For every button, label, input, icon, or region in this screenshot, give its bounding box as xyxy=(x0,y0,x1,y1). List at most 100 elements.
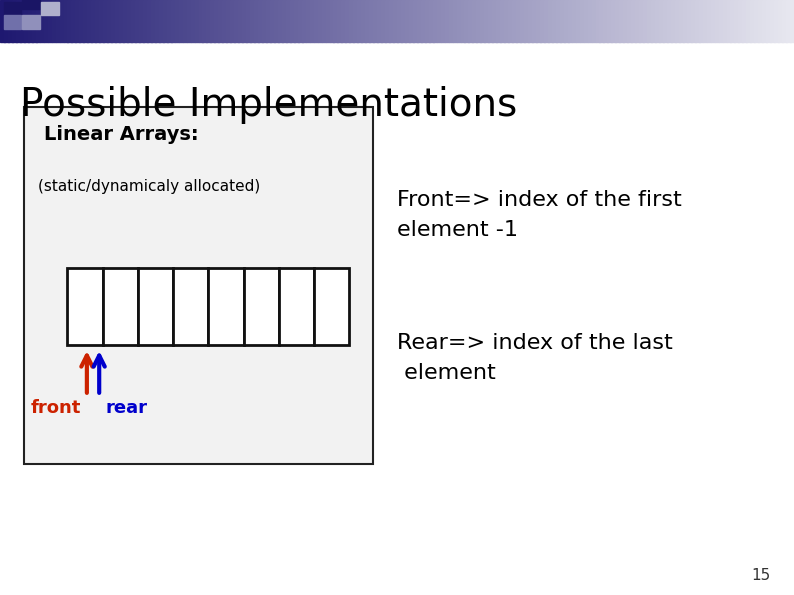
Bar xyxy=(314,268,349,345)
Bar xyxy=(357,0,362,42)
Bar xyxy=(750,0,755,42)
Bar xyxy=(782,0,787,42)
Bar xyxy=(691,0,696,42)
Bar xyxy=(472,0,477,42)
Bar xyxy=(663,0,668,42)
Bar xyxy=(244,268,279,345)
Bar xyxy=(405,0,410,42)
Bar xyxy=(345,0,350,42)
Text: Rear=> index of the last
 element: Rear=> index of the last element xyxy=(397,333,673,383)
Bar xyxy=(365,0,370,42)
Bar xyxy=(413,0,418,42)
Bar xyxy=(639,0,644,42)
Bar xyxy=(210,0,215,42)
Bar xyxy=(238,0,243,42)
Bar xyxy=(28,0,33,42)
Bar xyxy=(651,0,656,42)
Bar xyxy=(611,0,616,42)
Bar xyxy=(163,0,168,42)
Bar xyxy=(480,0,485,42)
Bar xyxy=(536,0,541,42)
Bar xyxy=(679,0,684,42)
Bar xyxy=(500,0,505,42)
Bar xyxy=(584,0,588,42)
Bar xyxy=(723,0,727,42)
Bar xyxy=(631,0,636,42)
Bar xyxy=(627,0,632,42)
Bar xyxy=(564,0,569,42)
Bar xyxy=(306,0,310,42)
Bar xyxy=(556,0,561,42)
Bar xyxy=(52,0,56,42)
Bar xyxy=(393,0,398,42)
Bar xyxy=(151,0,156,42)
Bar xyxy=(314,0,318,42)
Bar xyxy=(671,0,676,42)
Bar xyxy=(111,0,116,42)
Bar xyxy=(102,268,138,345)
Bar xyxy=(441,0,445,42)
Bar xyxy=(488,0,493,42)
Bar xyxy=(218,0,223,42)
Bar xyxy=(155,0,160,42)
Bar xyxy=(429,0,434,42)
Bar xyxy=(727,0,731,42)
Bar xyxy=(60,0,64,42)
Bar xyxy=(167,0,172,42)
Bar xyxy=(468,0,473,42)
Bar xyxy=(24,0,29,42)
Bar xyxy=(143,0,148,42)
Bar xyxy=(766,0,771,42)
Bar xyxy=(139,0,144,42)
Text: front: front xyxy=(30,399,80,416)
Bar xyxy=(425,0,430,42)
Bar xyxy=(79,0,84,42)
Bar xyxy=(71,0,76,42)
Bar xyxy=(0,0,5,42)
Bar xyxy=(770,0,775,42)
Bar xyxy=(226,0,231,42)
Bar xyxy=(667,0,672,42)
Bar xyxy=(4,15,21,29)
Bar xyxy=(528,0,533,42)
Bar xyxy=(208,268,244,345)
Bar xyxy=(87,0,92,42)
Bar xyxy=(278,0,283,42)
Bar xyxy=(715,0,719,42)
Bar xyxy=(687,0,692,42)
Bar xyxy=(266,0,271,42)
Bar xyxy=(437,0,441,42)
Bar xyxy=(786,0,791,42)
Bar xyxy=(279,268,314,345)
Bar xyxy=(16,0,21,42)
Bar xyxy=(635,0,640,42)
Bar xyxy=(262,0,267,42)
Bar xyxy=(349,0,354,42)
Bar xyxy=(44,0,48,42)
Bar xyxy=(270,0,275,42)
Bar xyxy=(107,0,112,42)
Bar xyxy=(147,0,152,42)
Bar xyxy=(754,0,759,42)
Bar xyxy=(409,0,414,42)
Bar xyxy=(230,0,235,42)
Bar xyxy=(711,0,715,42)
Bar xyxy=(762,0,767,42)
Bar xyxy=(659,0,664,42)
Bar xyxy=(254,0,259,42)
Bar xyxy=(730,0,735,42)
Bar xyxy=(449,0,453,42)
Bar xyxy=(41,2,59,15)
Bar xyxy=(576,0,580,42)
Bar xyxy=(774,0,779,42)
Bar xyxy=(330,0,334,42)
Bar xyxy=(520,0,525,42)
Bar xyxy=(552,0,557,42)
Bar xyxy=(603,0,608,42)
Bar xyxy=(397,0,402,42)
Bar xyxy=(67,268,102,345)
Bar xyxy=(719,0,723,42)
Bar xyxy=(560,0,565,42)
Bar xyxy=(532,0,537,42)
Bar xyxy=(282,0,287,42)
